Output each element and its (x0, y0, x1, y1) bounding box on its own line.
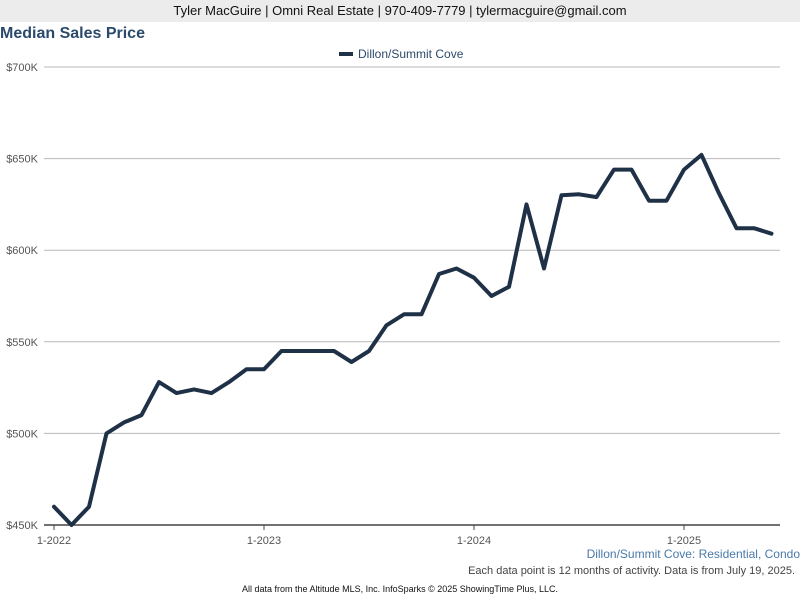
chart-subtitle: Dillon/Summit Cove: Residential, Condo (586, 547, 800, 561)
x-tick-label: 1-2024 (457, 535, 491, 547)
y-tick-label: $550K (6, 337, 38, 349)
contact-header: Tyler MacGuire | Omni Real Estate | 970-… (0, 0, 800, 22)
series-layer (52, 152, 774, 527)
y-tick-label: $700K (6, 62, 38, 74)
data-footnote: Each data point is 12 months of activity… (468, 565, 795, 577)
legend: Dillon/Summit Cove (339, 47, 464, 61)
legend-label: Dillon/Summit Cove (358, 47, 464, 61)
y-tick-label: $450K (6, 520, 38, 532)
gridlines (44, 66, 780, 434)
source-footer: All data from the Altitude MLS, Inc. Inf… (242, 584, 558, 594)
y-tick-label: $500K (6, 428, 38, 440)
chart-title: Median Sales Price (0, 25, 145, 42)
x-tick-label: 1-2023 (247, 535, 281, 547)
y-tick-label: $600K (6, 245, 38, 257)
axes: $450K $500K $550K $600K $650K $700K 1-2022 1-20… (6, 62, 780, 547)
x-tick-label: 1-2022 (37, 535, 71, 547)
x-tick-label: 1-2025 (667, 535, 701, 547)
y-tick-label: $650K (6, 154, 38, 166)
series-line (52, 152, 774, 527)
